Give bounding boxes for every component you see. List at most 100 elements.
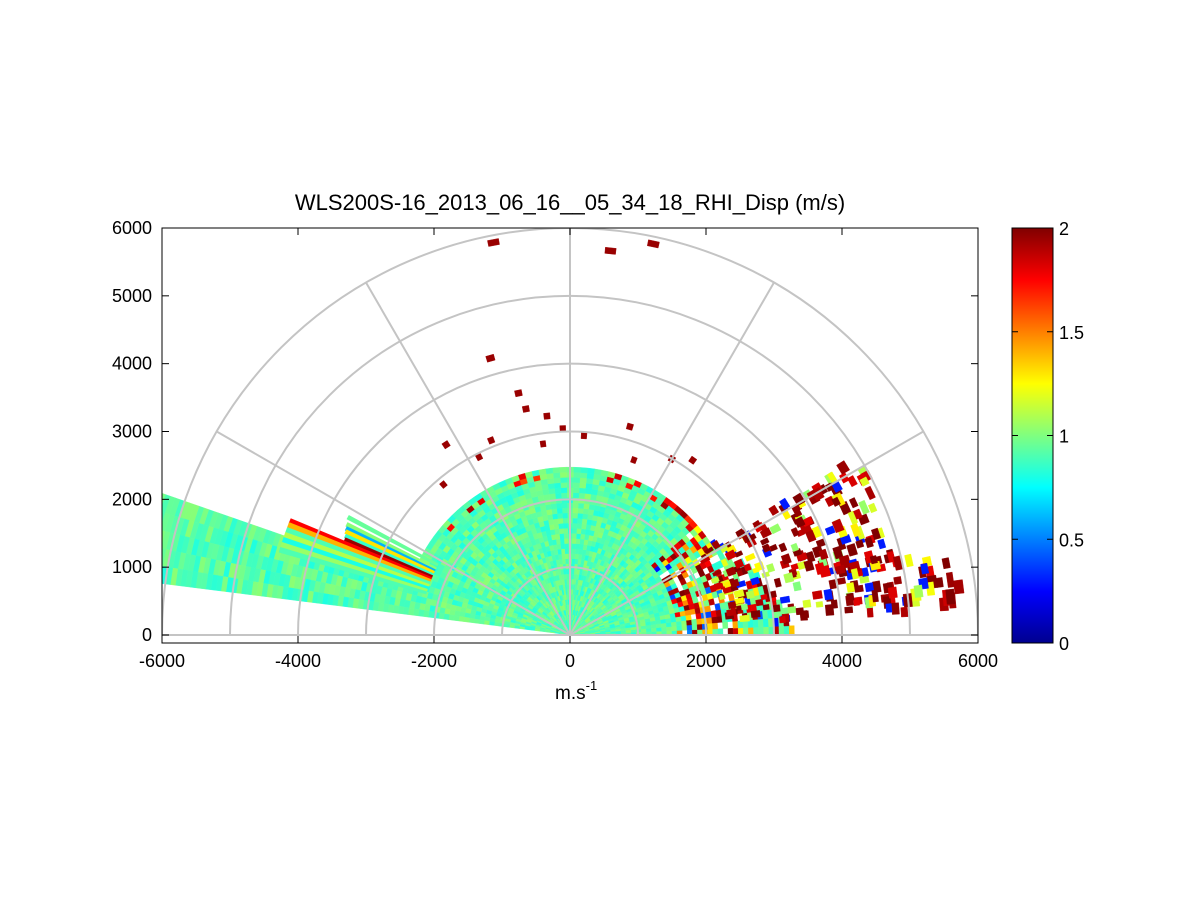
- data-cell: [521, 405, 530, 413]
- data-cell: [945, 588, 956, 605]
- data-cell: [871, 589, 879, 603]
- data-cell: [550, 503, 557, 510]
- data-cell: [885, 603, 893, 613]
- data-cell: [828, 579, 837, 590]
- data-cell: [837, 577, 847, 585]
- data-cell: [752, 566, 760, 574]
- data-cell: [571, 538, 577, 544]
- data-cell: [737, 627, 744, 636]
- data-cell: [935, 577, 944, 588]
- data-cell: [790, 527, 800, 537]
- data-cell: [556, 507, 563, 514]
- x-axis: -6000 -4000 -2000 0 2000 4000 6000: [139, 228, 998, 671]
- data-cell: [647, 239, 660, 249]
- x-tick-label: 0: [565, 651, 575, 671]
- data-cell: [278, 546, 428, 595]
- data-cell: [824, 495, 836, 507]
- data-cell: [864, 536, 874, 549]
- data-cell: [745, 533, 757, 543]
- data-cell: [570, 578, 574, 585]
- data-cell: [555, 502, 563, 509]
- data-cell: [769, 523, 782, 535]
- data-cell: [794, 516, 806, 528]
- polar-grid: [162, 228, 978, 636]
- data-cell: [920, 563, 930, 575]
- data-cell: [545, 467, 554, 475]
- data-cell: [162, 548, 167, 567]
- data-cell: [831, 496, 841, 507]
- data-cell: [752, 619, 759, 628]
- data-cell: [887, 586, 898, 599]
- y-tick-label: 0: [142, 625, 152, 645]
- data-cell: [913, 584, 924, 598]
- data-cell: [864, 485, 876, 501]
- data-cell: [718, 592, 726, 601]
- data-cell: [552, 467, 560, 474]
- data-cell: [811, 590, 823, 600]
- data-cell: [739, 614, 750, 623]
- data-cell: [691, 618, 698, 625]
- data-cell: [488, 621, 495, 626]
- data-cell: [576, 528, 582, 535]
- data-cell: [576, 518, 583, 524]
- data-cell: [763, 626, 770, 636]
- data-cell: [855, 539, 865, 549]
- data-cell: [727, 601, 737, 609]
- data-cell: [788, 625, 795, 636]
- data-cell: [575, 538, 581, 545]
- data-cell: [578, 492, 586, 499]
- data-cell: [559, 477, 567, 483]
- data-cell: [734, 597, 745, 605]
- colorbar: [1011, 227, 1054, 644]
- x-axis-label: m.s-1: [555, 678, 597, 704]
- data-cell: [772, 604, 781, 613]
- data-cell: [573, 477, 581, 483]
- data-cell: [853, 597, 860, 606]
- data-cell: [941, 557, 951, 570]
- data-cell: [757, 618, 764, 628]
- data-cell: [778, 625, 785, 636]
- data-cell: [792, 492, 806, 507]
- data-cell: [547, 482, 555, 490]
- y-tick-label: 6000: [112, 218, 152, 238]
- data-cell: [346, 514, 439, 567]
- data-cell: [759, 537, 770, 546]
- data-cell: [688, 455, 698, 465]
- data-cell: [750, 576, 760, 586]
- data-cell: [716, 615, 723, 623]
- data-cell: [562, 517, 568, 524]
- data-cell: [578, 487, 586, 494]
- data-cell: [869, 555, 878, 565]
- data-cell: [574, 548, 580, 555]
- data-cell: [564, 548, 569, 554]
- y-tick-label: 3000: [112, 422, 152, 442]
- data-cell: [779, 595, 791, 604]
- colorbar-tick-label: 1.5: [1059, 323, 1084, 343]
- data-cell: [743, 563, 752, 572]
- data-cell: [676, 620, 683, 627]
- data-cell: [740, 603, 749, 611]
- data-cell: [676, 625, 683, 631]
- data-cell: [514, 389, 523, 398]
- data-cell: [831, 518, 845, 534]
- data-cell: [666, 626, 673, 632]
- x-tick-label: -4000: [275, 651, 321, 671]
- data-cell: [762, 604, 770, 611]
- data-cell: [886, 550, 896, 563]
- data-cell: [571, 568, 575, 575]
- data-cell: [847, 475, 858, 488]
- data-cell: [733, 558, 745, 569]
- data-cell: [844, 606, 854, 614]
- data-cell: [572, 517, 578, 524]
- polar-spoke: [569, 430, 924, 636]
- data-cell: [562, 512, 568, 519]
- y-tick-label: 2000: [112, 489, 152, 509]
- data-cell: [711, 539, 721, 550]
- data-cell: [732, 627, 739, 636]
- data-cell: [802, 599, 812, 608]
- data-cell: [570, 573, 575, 580]
- data-cell: [585, 482, 593, 490]
- data-cell: [584, 493, 592, 500]
- data-cell: [560, 487, 568, 494]
- data-cell: [579, 538, 585, 545]
